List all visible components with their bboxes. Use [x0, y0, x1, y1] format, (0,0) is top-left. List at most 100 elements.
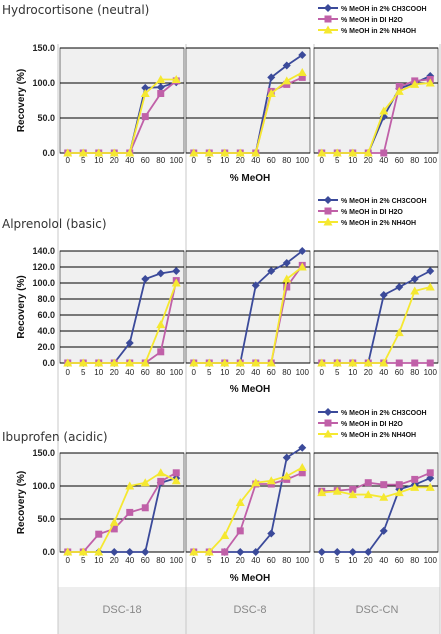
x-tick-label: 60 — [267, 156, 276, 165]
series-point — [157, 348, 165, 356]
y-tick-label: 0.0 — [42, 148, 55, 158]
series-point — [94, 148, 104, 157]
x-tick-label: 10 — [348, 156, 357, 165]
x-tick-label: 60 — [395, 556, 404, 565]
series-point — [266, 89, 276, 97]
y-tick-label: 50.0 — [37, 514, 55, 524]
series-point — [78, 547, 88, 556]
chart-2: Ibuprofen (acidic) % MeOH in 2% CH3COOH % … — [2, 408, 439, 584]
series-point — [156, 320, 166, 329]
x-tick-label: 5 — [207, 556, 212, 565]
x-tick-label: 0 — [66, 368, 71, 377]
plot-area — [313, 452, 439, 553]
series-line — [67, 282, 178, 364]
series-point — [425, 282, 435, 291]
x-tick-label: 100 — [424, 556, 438, 565]
x-tick-label: 60 — [267, 368, 276, 377]
series-point — [251, 548, 260, 556]
series-point — [204, 148, 214, 157]
series-point — [410, 286, 420, 295]
series-point — [236, 548, 245, 556]
series-point — [266, 476, 276, 485]
x-tick-label: 80 — [282, 156, 291, 165]
series-point — [298, 73, 306, 81]
x-tick-label: 20 — [364, 556, 373, 565]
series-point — [156, 468, 166, 477]
series-point — [171, 476, 181, 485]
series-point — [220, 358, 230, 367]
series-point — [125, 358, 135, 367]
x-tick-label: 10 — [94, 156, 103, 165]
series-point — [349, 485, 357, 493]
chart-title: Ibuprofen (acidic) — [2, 430, 108, 444]
x-tick-label: 5 — [335, 556, 340, 565]
series-point — [394, 86, 404, 95]
series-point — [395, 83, 403, 90]
chart-title: Hydrocortisone (neutral) — [2, 3, 149, 17]
series-point — [333, 548, 342, 556]
series-point — [411, 359, 419, 367]
chart-0: Hydrocortisone (neutral) % MeOH in 2% CH3… — [2, 3, 439, 184]
series-point — [410, 79, 420, 88]
series-point — [251, 358, 261, 367]
y-tick-label: 0.0 — [42, 547, 55, 557]
series-point — [298, 247, 307, 255]
series-point — [394, 488, 404, 497]
x-tick-label: 80 — [410, 556, 419, 565]
legend-label: % MeOH in 2% CH3COOH — [341, 410, 427, 417]
series-point — [323, 25, 333, 34]
x-tick-label: 20 — [364, 368, 373, 377]
series-point — [410, 482, 420, 491]
series-point — [332, 358, 342, 367]
x-tick-label: 100 — [296, 368, 310, 377]
x-tick-label: 10 — [348, 368, 357, 377]
series-point — [380, 149, 388, 157]
x-tick-label: 40 — [125, 556, 134, 565]
series-point — [141, 275, 150, 283]
series-point — [267, 267, 276, 275]
series-point — [298, 469, 306, 477]
plot-area — [59, 47, 185, 154]
series-point — [156, 83, 165, 92]
x-axis-label: % MeOH — [230, 173, 271, 184]
series-point — [220, 531, 230, 539]
y-tick-label: 0.0 — [42, 358, 55, 368]
series-point — [283, 283, 291, 291]
series-point — [171, 75, 181, 83]
column-footer-dsc-18 — [58, 587, 186, 634]
series-point — [363, 358, 373, 367]
chart-title: Alprenolol (basic) — [2, 217, 107, 231]
series-point — [324, 196, 332, 204]
panel-dsc-18: 0 5 10 20 40 60 80 100 — [59, 47, 185, 165]
series-point — [395, 283, 404, 291]
series-point — [324, 408, 332, 416]
x-tick-label: 60 — [395, 156, 404, 165]
x-tick-label: 0 — [320, 368, 325, 377]
series-point — [379, 291, 388, 299]
series-point — [94, 358, 104, 367]
series-point — [297, 262, 307, 271]
x-tick-label: 5 — [207, 368, 212, 377]
series-point — [95, 530, 103, 538]
y-tick-label: 150.0 — [32, 448, 55, 458]
x-tick-label: 60 — [141, 368, 150, 377]
legend-label: % MeOH in 2% NH4OH — [341, 432, 416, 439]
series-point — [125, 548, 134, 556]
series-point — [94, 547, 104, 556]
series-point — [426, 469, 434, 477]
x-tick-label: 10 — [348, 556, 357, 565]
legend: % MeOH in 2% CH3COOH % MeOH in DI H2O % Me… — [318, 4, 427, 35]
x-tick-label: 20 — [236, 156, 245, 165]
series-point — [125, 148, 135, 157]
x-tick-label: 0 — [320, 556, 325, 565]
column-label: DSC-CN — [356, 604, 399, 616]
series-point — [323, 217, 333, 226]
series-point — [298, 51, 307, 59]
series-point — [363, 490, 373, 499]
y-axis-label: Recovery (%) — [16, 69, 27, 132]
x-tick-label: 40 — [379, 556, 388, 565]
x-tick-label: 80 — [410, 156, 419, 165]
panel-dsc-8: 0 5 10 20 40 60 80 100 — [185, 47, 311, 165]
x-axis-label: % MeOH — [230, 384, 271, 395]
x-tick-label: 10 — [94, 368, 103, 377]
